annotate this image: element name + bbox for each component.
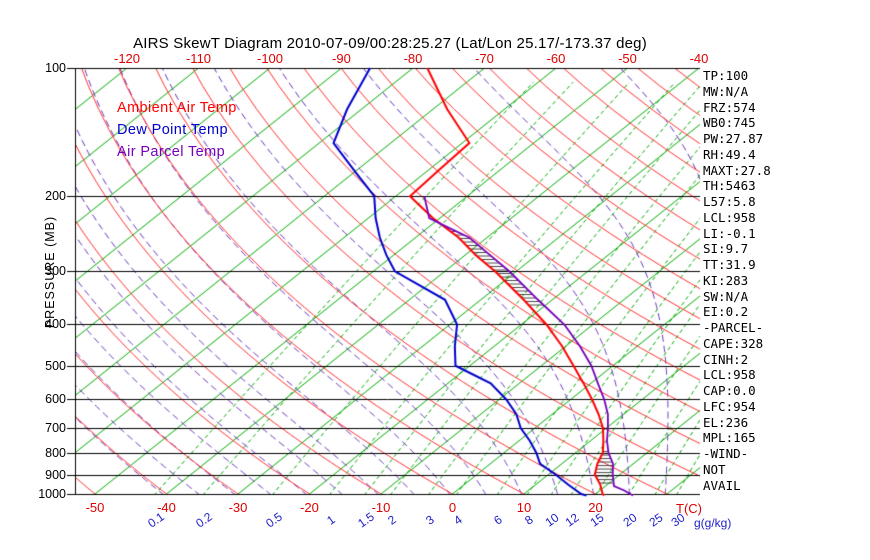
pressure-tick-label: 300: [45, 264, 66, 279]
top-temp-tick-label: -60: [546, 51, 566, 66]
pressure-tick-label: 200: [45, 189, 66, 204]
top-temp-tick-label: -90: [332, 51, 351, 66]
stats-line: LFC:954: [703, 398, 756, 414]
bottom-temp-tick-label: 20: [588, 500, 603, 515]
stats-line: -WIND-: [703, 446, 749, 461]
stats-line: TH:5463: [703, 178, 756, 194]
pressure-tick-label: 400: [45, 317, 66, 332]
stats-line: MAXT:27.8: [703, 162, 771, 178]
legend-item-dew-point-temp: Dew Point Temp: [117, 122, 228, 138]
stats-line: EI:0.2: [703, 304, 749, 320]
pressure-axis-title: PRESSURE (MB): [43, 215, 57, 329]
temp-unit-label: T(C): [676, 501, 702, 516]
stats-line: CINH:2: [703, 351, 749, 367]
pressure-tick-label: 700: [45, 421, 66, 435]
stats-line: AVAIL: [703, 477, 741, 493]
legend-item-air-parcel-temp: Air Parcel Temp: [117, 144, 226, 160]
top-temp-tick-label: -110: [185, 51, 212, 66]
top-temp-tick-label: -80: [403, 51, 423, 66]
top-temp-tick-label: -70: [475, 51, 494, 66]
pressure-tick-label: 500: [45, 358, 66, 373]
bottom-temp-tick-label: 0: [448, 500, 457, 515]
stats-line: LCL:958: [703, 209, 756, 225]
stats-line: RH:49.4: [703, 146, 756, 162]
bottom-temp-tick-label: -50: [85, 500, 105, 515]
pressure-tick-label: 1000: [38, 487, 66, 501]
top-temp-tick-label: -50: [618, 51, 637, 66]
pressure-tick-label: 600: [45, 392, 66, 407]
stats-line: TT:31.9: [703, 257, 756, 272]
stats-line: MW:N/A: [703, 83, 749, 99]
bottom-temp-tick-label: -10: [371, 500, 391, 515]
top-temp-tick-label: -120: [113, 51, 141, 66]
stats-line: SW:N/A: [703, 288, 749, 304]
stats-line: L57:5.8: [703, 194, 756, 209]
stats-line: MPL:165: [703, 430, 756, 446]
stats-line: NOT: [703, 461, 726, 477]
stats-line: PW:27.87: [703, 131, 764, 146]
stats-line: CAP:0.0: [703, 383, 756, 398]
bottom-temp-tick-label: -30: [228, 500, 248, 515]
stats-line: EL:236: [703, 414, 749, 430]
stats-line: FRZ:574: [703, 99, 756, 115]
bottom-temp-tick-label: 10: [516, 500, 532, 515]
stats-line: LI:-0.1: [703, 225, 756, 241]
stats-line: LCL:958: [703, 367, 756, 383]
pressure-tick-label: 800: [45, 445, 66, 460]
stats-line: -PARCEL-: [703, 320, 764, 335]
bottom-temp-tick-label: -40: [157, 500, 176, 515]
stats-line: KI:283: [703, 272, 749, 288]
stats-line: CAPE:328: [703, 335, 764, 351]
top-temp-tick-label: -100: [256, 51, 284, 66]
sounding-stats-panel: TP:100 MW:N/A FRZ:574 WB0:745 PW:27.87 RH:49.…: [703, 68, 771, 493]
bottom-temp-tick-label: -20: [300, 500, 319, 515]
pressure-tick-label: 900: [45, 467, 66, 482]
pressure-tick-label: 100: [45, 61, 66, 75]
stats-line: WB0:745: [703, 115, 756, 131]
stats-line: TP:100: [703, 68, 749, 83]
top-temp-tick-label: -40: [689, 51, 709, 66]
mixing-ratio-unit-label: g(g/kg): [694, 516, 732, 530]
legend-item-ambient-air-temp: Ambient Air Temp: [117, 100, 237, 116]
stats-line: SI:9.7: [703, 241, 749, 257]
chart-title: AIRS SkewT Diagram 2010-07-09/00:28:25.2…: [133, 35, 647, 52]
